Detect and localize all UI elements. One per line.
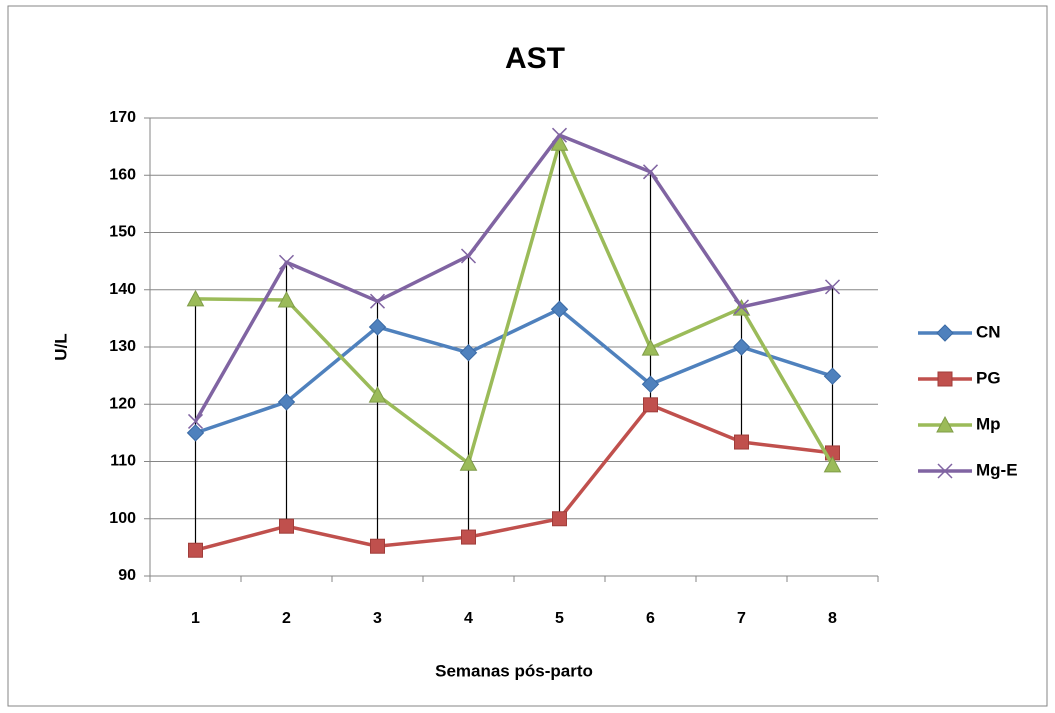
data-point <box>368 318 387 336</box>
legend-label: CN <box>976 322 1001 341</box>
chart-border <box>7 5 1048 707</box>
data-point <box>461 529 476 545</box>
data-point <box>459 344 478 362</box>
y-tick-label: 130 <box>109 338 136 355</box>
x-tick-label: 1 <box>191 610 200 627</box>
data-point <box>552 511 567 527</box>
y-tick-label: 150 <box>109 224 136 241</box>
y-tick-label: 110 <box>110 453 136 470</box>
y-tick-label: 90 <box>118 567 136 584</box>
legend-marker <box>937 371 953 387</box>
data-point <box>186 424 205 442</box>
y-axis-label: U/L <box>51 333 70 360</box>
chart-title: AST <box>505 42 565 75</box>
series-line <box>193 133 833 423</box>
x-axis-label: Semanas pós-parto <box>435 661 593 680</box>
y-tick-label: 100 <box>109 510 136 527</box>
data-point <box>278 254 295 270</box>
y-tick-label: 120 <box>109 395 136 412</box>
data-point <box>188 542 203 558</box>
data-point <box>459 454 478 471</box>
x-tick-label: 6 <box>646 610 655 627</box>
data-point <box>368 386 387 403</box>
data-point <box>641 375 660 393</box>
data-point <box>823 455 842 473</box>
legend-marker <box>936 324 954 342</box>
data-point <box>732 338 751 356</box>
data-point <box>733 299 750 315</box>
data-point <box>734 434 749 450</box>
y-tick-label: 140 <box>109 281 136 298</box>
series-line <box>195 403 833 552</box>
legend-label: PG <box>976 368 1001 387</box>
legend-marker <box>937 463 953 479</box>
data-point <box>277 393 296 411</box>
data-point <box>823 367 842 385</box>
y-tick-label: 160 <box>109 166 136 183</box>
data-point <box>186 289 205 307</box>
y-tick-label: 170 <box>109 109 136 126</box>
series-line <box>194 307 834 435</box>
data-point <box>641 339 660 356</box>
data-point <box>279 518 294 534</box>
data-point <box>643 397 658 413</box>
data-point <box>551 127 568 143</box>
data-point <box>187 413 204 429</box>
data-point <box>370 538 385 554</box>
data-point <box>550 300 569 318</box>
data-point <box>460 248 477 264</box>
legend-label: Mp <box>976 414 1001 433</box>
legend-marker <box>936 415 954 433</box>
x-tick-label: 8 <box>828 610 837 627</box>
x-tick-label: 5 <box>555 610 564 627</box>
x-tick-label: 2 <box>282 610 291 627</box>
data-point <box>369 293 386 309</box>
legend-label: Mg-E <box>976 460 1018 479</box>
data-point <box>642 164 659 180</box>
series-line <box>195 141 835 466</box>
x-tick-label: 3 <box>373 610 382 627</box>
data-point <box>277 290 296 308</box>
data-point <box>824 279 841 295</box>
x-tick-label: 7 <box>737 610 746 627</box>
x-tick-label: 4 <box>464 610 473 627</box>
